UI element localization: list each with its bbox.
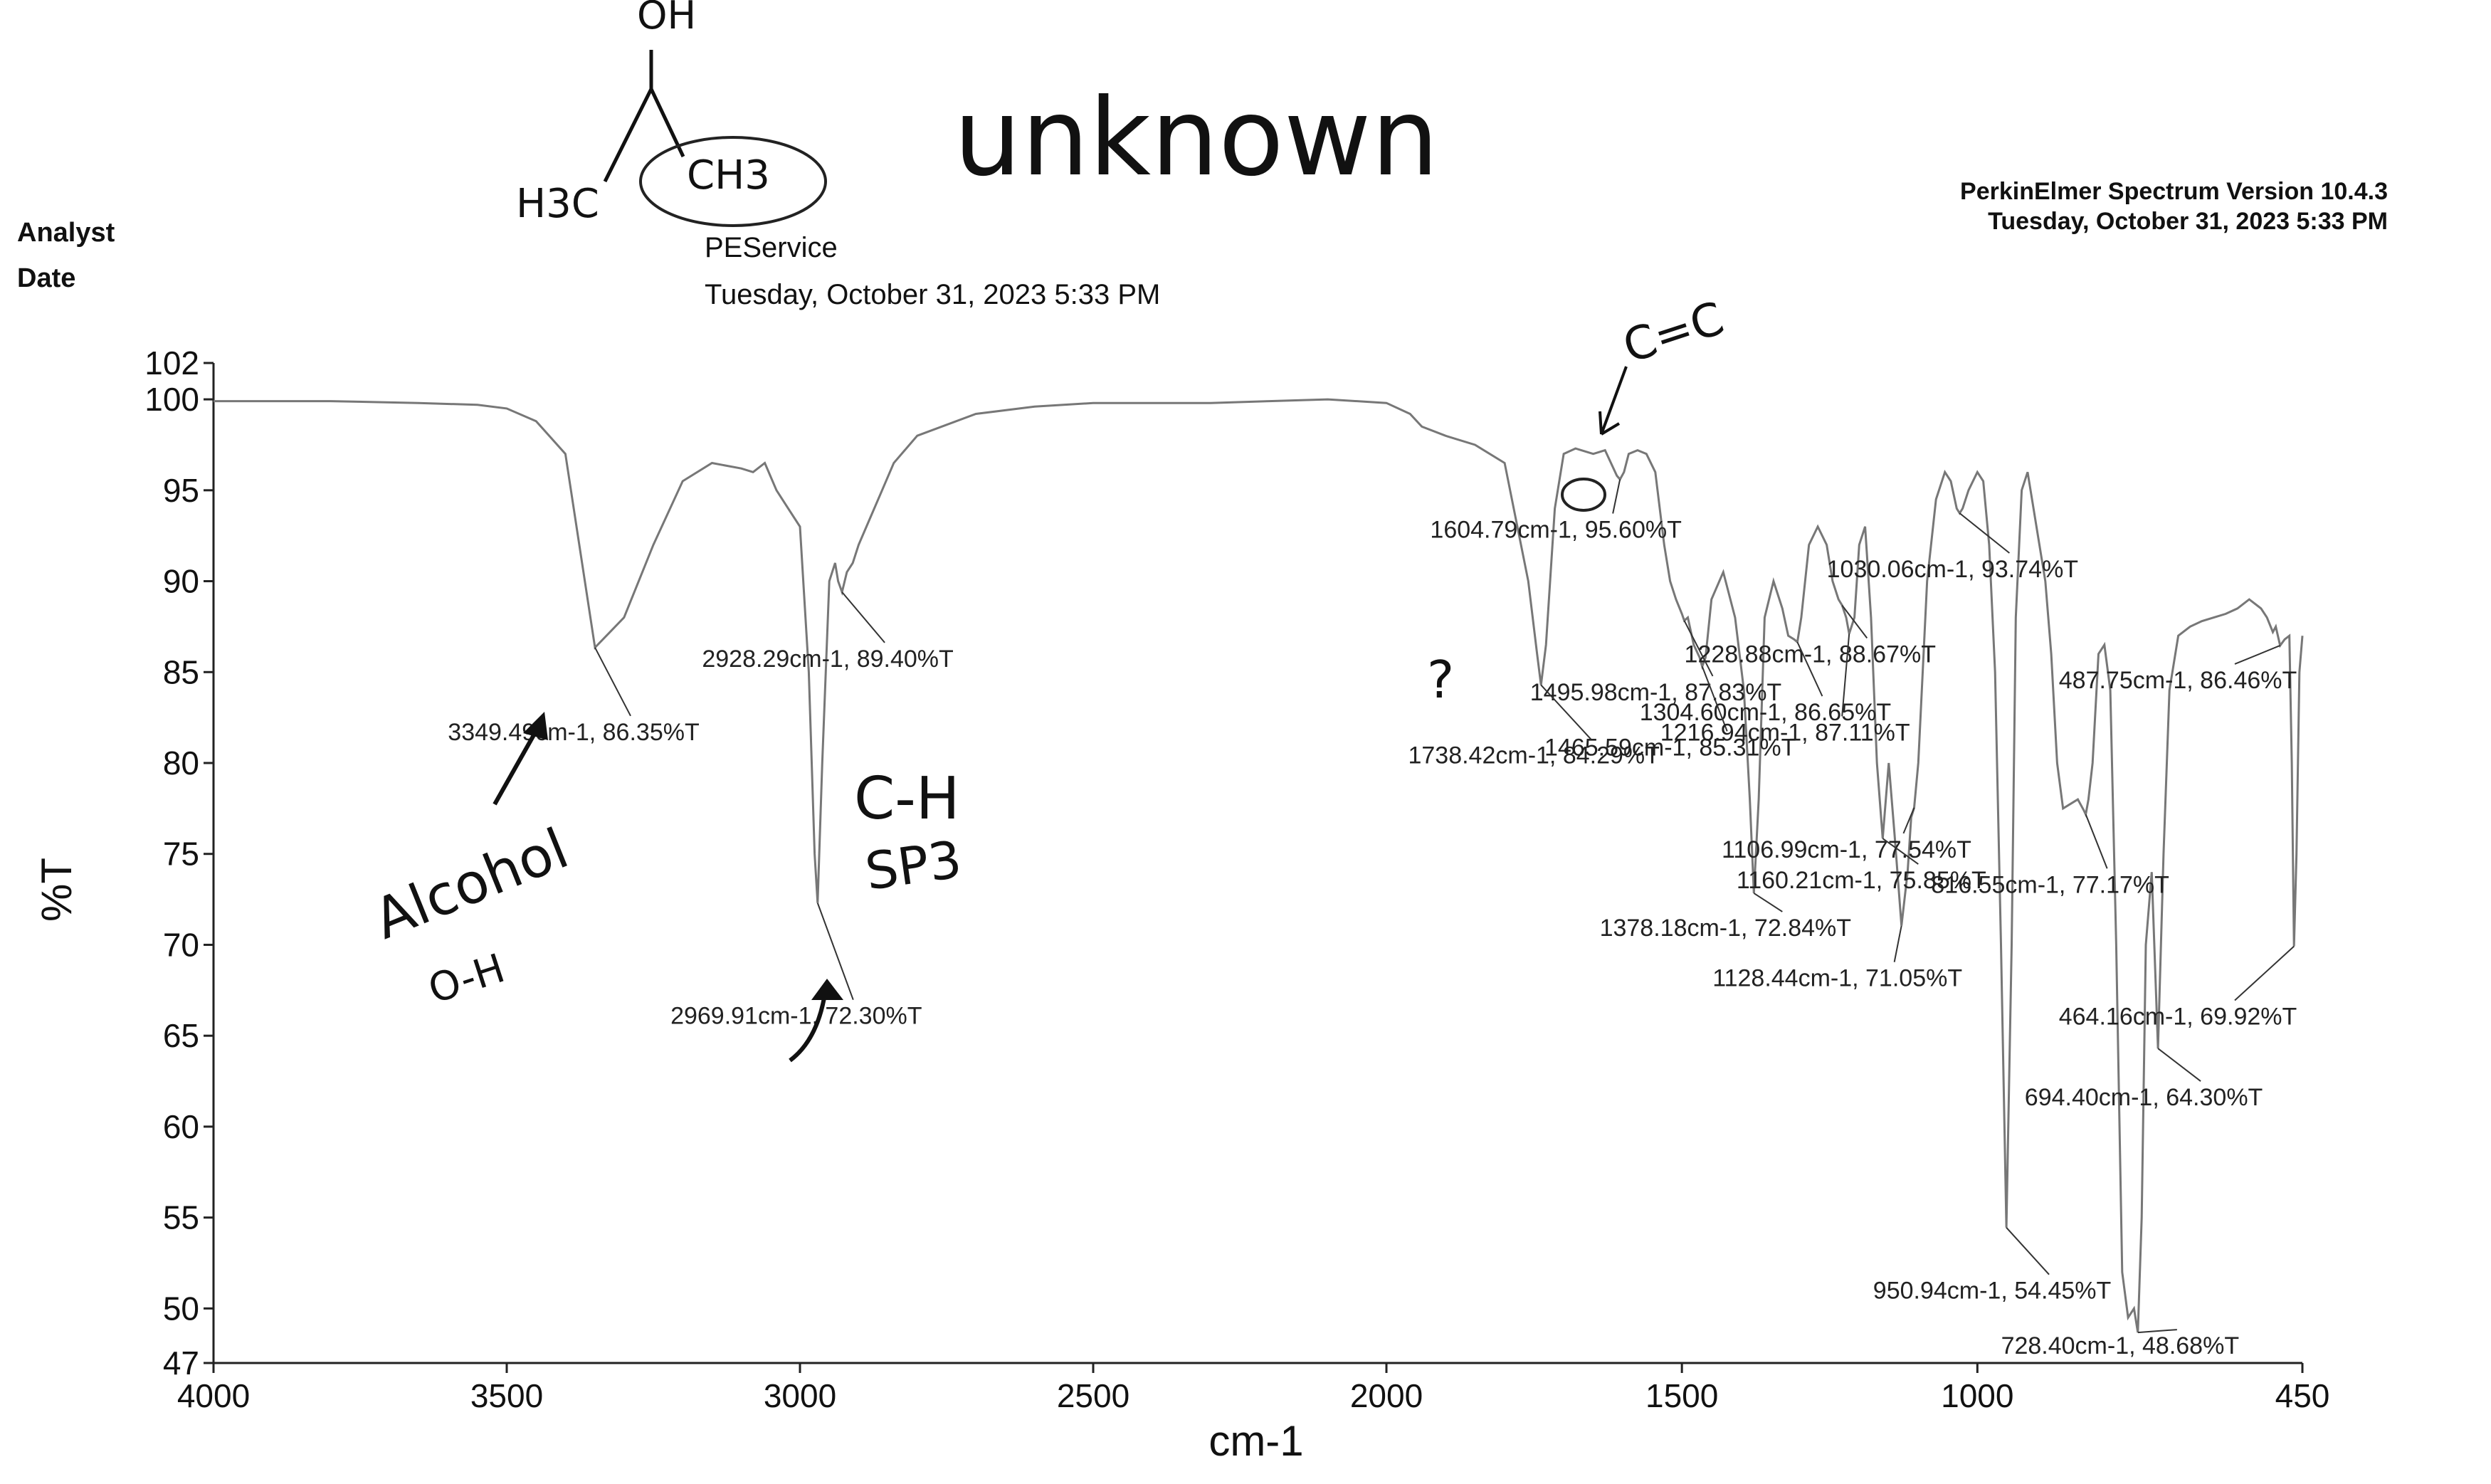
date-value: Tuesday, October 31, 2023 5:33 PM xyxy=(705,279,1161,310)
software-version: PerkinElmer Spectrum Version 10.4.3 xyxy=(1960,178,2388,205)
x-tick-label: 3500 xyxy=(470,1377,543,1414)
y-tick-label: 102 xyxy=(144,344,199,381)
peak-label: 1128.44cm-1, 71.05%T xyxy=(1712,965,1962,992)
x-tick-label: 4000 xyxy=(177,1377,250,1414)
y-tick-label: 85 xyxy=(163,653,199,690)
peak-leader-line xyxy=(2085,814,2108,869)
peak-label: 950.94cm-1, 54.45%T xyxy=(1873,1278,2112,1305)
peak-label: 1495.98cm-1, 87.83%T xyxy=(1530,679,1781,706)
peak-leader-line xyxy=(1882,838,1919,865)
peak-leader-line xyxy=(1701,665,1728,732)
peak-label: 2969.91cm-1, 72.30%T xyxy=(670,1003,922,1030)
handwritten-oh: OH xyxy=(637,0,696,38)
peak-leader-line xyxy=(2234,645,2281,665)
peak-label: 464.16cm-1, 69.92%T xyxy=(2059,1003,2297,1030)
peak-label: 1378.18cm-1, 72.84%T xyxy=(1600,915,1851,942)
peak-leader-line xyxy=(1959,512,2010,554)
peak-label: 2928.29cm-1, 89.40%T xyxy=(702,646,953,673)
peak-leader-line xyxy=(594,647,631,717)
peak-leader-line xyxy=(2006,1227,2050,1275)
peak-leader-line xyxy=(1841,633,1850,717)
peak-label: 1228.88cm-1, 88.67%T xyxy=(1685,641,1936,668)
x-tick-label: 2500 xyxy=(1057,1377,1129,1414)
handwritten-oh-bond: O-H xyxy=(423,945,510,1013)
y-tick-label: 55 xyxy=(163,1199,199,1236)
peak-leader-line xyxy=(1753,893,1783,912)
y-tick-label: 65 xyxy=(163,1017,199,1054)
peak-label: 487.75cm-1, 86.46%T xyxy=(2059,667,2297,694)
x-tick-label: 1500 xyxy=(1645,1377,1718,1414)
y-tick-label: 47 xyxy=(163,1344,199,1382)
x-tick-label: 3000 xyxy=(764,1377,836,1414)
y-tick-label: 95 xyxy=(163,472,199,509)
peak-label: 3349.49cm-1, 86.35%T xyxy=(448,719,699,746)
x-tick-label: 1000 xyxy=(1941,1377,2013,1414)
cc-circle xyxy=(1561,478,1606,512)
software-date: Tuesday, October 31, 2023 5:33 PM xyxy=(1988,208,2388,235)
x-tick-label: 2000 xyxy=(1350,1377,1423,1414)
peak-label: 728.40cm-1, 48.68%T xyxy=(2001,1332,2240,1359)
ch-arrow-head xyxy=(811,979,843,1000)
peak-label: 1030.06cm-1, 93.74%T xyxy=(1827,556,2078,583)
peak-leader-line xyxy=(1893,925,1902,962)
handwritten-sp3: SP3 xyxy=(862,829,965,902)
y-tick-label: 90 xyxy=(163,563,199,600)
peak-label: 1106.99cm-1, 77.54%T xyxy=(1722,836,1971,863)
alcohol-arrow-head xyxy=(523,712,548,740)
handwritten-cc: C=C xyxy=(1617,293,1730,374)
y-tick-label: 60 xyxy=(163,1108,199,1145)
analyst-label: Analyst xyxy=(17,218,115,248)
peak-label: 1738.42cm-1, 84.29%T xyxy=(1408,742,1659,769)
peak-label: 816.55cm-1, 77.17%T xyxy=(1931,871,2169,898)
peak-label: 1465.59cm-1, 85.31%T xyxy=(1544,734,1796,761)
peak-leader-line xyxy=(1841,604,1868,639)
handwritten-question: ? xyxy=(1427,650,1454,710)
y-tick-label: 80 xyxy=(163,744,199,782)
peak-leader-line xyxy=(2137,1329,2177,1334)
peak-label: 1160.21cm-1, 75.85%T xyxy=(1737,867,1986,894)
peak-leader-line xyxy=(1540,684,1591,740)
y-tick-label: 100 xyxy=(144,381,199,418)
alcohol-arrow-line xyxy=(493,721,543,806)
peak-label: 1216.94cm-1, 87.11%T xyxy=(1660,719,1910,746)
peak-label: 1604.79cm-1, 95.60%T xyxy=(1430,516,1681,543)
y-axis-label: %T xyxy=(33,858,80,922)
handwritten-h3c: H3C xyxy=(516,181,599,227)
peak-leader-line xyxy=(2157,1048,2201,1082)
peak-leader-line xyxy=(841,591,885,643)
peak-leader-line xyxy=(1683,620,1714,677)
y-tick-label: 70 xyxy=(163,926,199,963)
peak-label: 1304.60cm-1, 86.65%T xyxy=(1640,699,1891,726)
x-axis-label: cm-1 xyxy=(1208,1417,1303,1465)
peak-label: 694.40cm-1, 64.30%T xyxy=(2025,1084,2263,1111)
handwritten-alcohol: Alcohol xyxy=(365,817,576,952)
peak-leader-line xyxy=(2234,945,2295,1001)
x-tick-label: 450 xyxy=(2275,1377,2330,1414)
peak-leader-line xyxy=(1796,641,1823,697)
cc-arrow xyxy=(1599,366,1628,436)
structure-bonds xyxy=(603,50,685,183)
handwritten-ch3: CH3 xyxy=(687,152,770,199)
y-tick-label: 50 xyxy=(163,1290,199,1327)
peak-leader-line xyxy=(816,902,854,1001)
structure-circle xyxy=(639,136,827,227)
peak-leader-line xyxy=(1902,807,1915,834)
analyst-value: PEService xyxy=(705,232,838,263)
handwritten-title: unknown xyxy=(954,76,1439,200)
y-tick-label: 75 xyxy=(163,836,199,873)
spectrum-line xyxy=(214,398,2304,1333)
handwritten-ch: C-H xyxy=(854,765,960,833)
date-label: Date xyxy=(17,263,76,293)
peak-leader-line xyxy=(1612,479,1621,514)
